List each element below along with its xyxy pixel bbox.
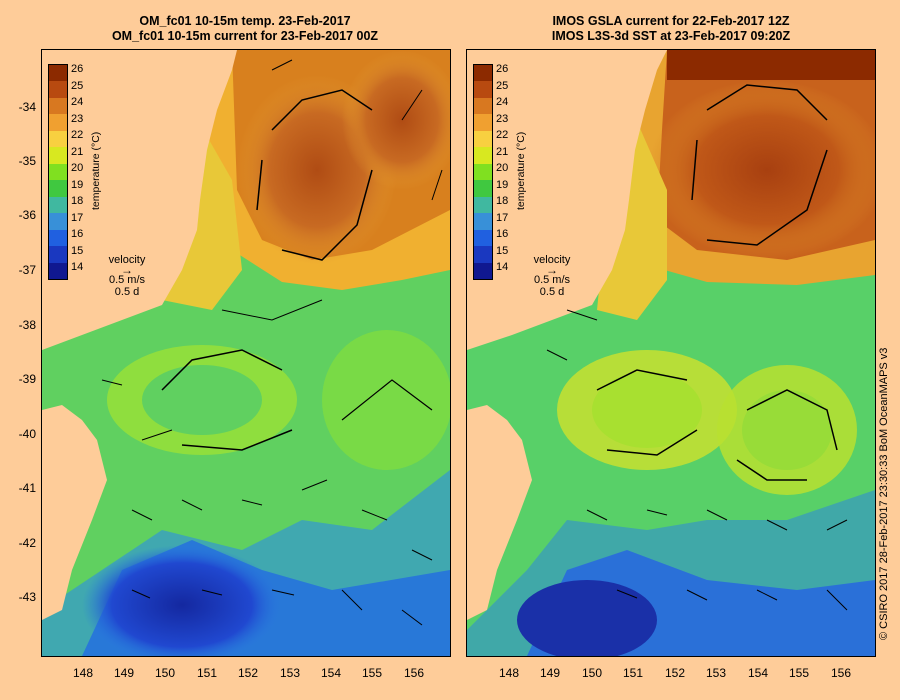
right-current-vectors xyxy=(546,84,848,611)
lat-tick: -35 xyxy=(18,154,36,168)
copyright-credit: © CSIRO 2017 28-Feb-2017 23:30:33 BoM Oc… xyxy=(878,347,890,640)
left-cb-tick-26: 26 xyxy=(71,63,84,75)
lat-tick: -39 xyxy=(18,372,36,386)
lat-tick: -34 xyxy=(18,100,36,114)
lat-tick: -37 xyxy=(18,263,36,277)
left-velocity-legend: velocity → 0.5 m/s 0.5 d xyxy=(92,254,162,298)
velocity-arrow-icon: → xyxy=(546,263,558,277)
lon-tick: 156 xyxy=(403,666,425,680)
left-map-field xyxy=(42,50,450,656)
right-title-line2: IMOS L3S-3d SST at 23-Feb-2017 09:20Z xyxy=(551,29,791,43)
left-cb-tick-19: 19 xyxy=(71,179,84,191)
right-cb-tick-24: 24 xyxy=(496,96,509,108)
right-cb-tick-17: 17 xyxy=(496,212,509,224)
lon-tick: 151 xyxy=(196,666,218,680)
left-velocity-speed: 0.5 m/s xyxy=(108,274,146,286)
right-cb-tick-23: 23 xyxy=(496,113,509,125)
lat-tick: -38 xyxy=(18,318,36,332)
left-velocity-label: velocity xyxy=(108,254,146,266)
left-cb-tick-20: 20 xyxy=(71,162,84,174)
lon-tick: 148 xyxy=(498,666,520,680)
lon-tick: 150 xyxy=(154,666,176,680)
left-title-line2: OM_fc01 10-15m current for 23-Feb-2017 0… xyxy=(111,29,379,43)
lon-tick: 153 xyxy=(279,666,301,680)
lon-tick: 155 xyxy=(788,666,810,680)
right-velocity-speed: 0.5 m/s xyxy=(533,274,571,286)
left-cb-tick-21: 21 xyxy=(71,146,84,158)
lat-tick: -40 xyxy=(18,427,36,441)
lon-tick: 154 xyxy=(320,666,342,680)
lon-tick: 153 xyxy=(705,666,727,680)
left-cb-tick-25: 25 xyxy=(71,80,84,92)
left-cb-tick-18: 18 xyxy=(71,195,84,207)
right-cb-tick-15: 15 xyxy=(496,245,509,257)
left-cb-tick-22: 22 xyxy=(71,129,84,141)
right-velocity-duration: 0.5 d xyxy=(539,286,565,298)
right-map-field xyxy=(467,50,875,656)
right-cb-tick-25: 25 xyxy=(496,80,509,92)
lon-tick: 156 xyxy=(830,666,852,680)
right-title-line1: IMOS GSLA current for 22-Feb-2017 12Z xyxy=(552,14,790,28)
right-velocity-legend: velocity → 0.5 m/s 0.5 d xyxy=(517,254,587,298)
left-colorbar xyxy=(48,64,68,280)
right-colorbar-title: temperature (°C) xyxy=(515,131,527,210)
right-cb-tick-19: 19 xyxy=(496,179,509,191)
left-velocity-duration: 0.5 d xyxy=(114,286,140,298)
lat-tick: -36 xyxy=(18,208,36,222)
lon-tick: 151 xyxy=(622,666,644,680)
left-title-line1: OM_fc01 10-15m temp. 23-Feb-2017 xyxy=(139,14,351,28)
lon-tick: 148 xyxy=(72,666,94,680)
right-cb-tick-18: 18 xyxy=(496,195,509,207)
left-map-panel: 26 25 24 23 22 21 20 19 18 17 16 15 14 t… xyxy=(41,49,451,657)
left-cb-tick-15: 15 xyxy=(71,245,84,257)
right-cb-tick-22: 22 xyxy=(496,129,509,141)
left-colorbar-title: temperature (°C) xyxy=(90,131,102,210)
left-cb-tick-14: 14 xyxy=(71,261,84,273)
right-panel-title: IMOS GSLA current for 22-Feb-2017 12Z IM… xyxy=(466,14,876,44)
velocity-arrow-icon: → xyxy=(121,263,133,277)
lon-tick: 149 xyxy=(539,666,561,680)
right-cb-tick-14: 14 xyxy=(496,261,509,273)
lat-tick: -43 xyxy=(18,590,36,604)
left-cb-tick-24: 24 xyxy=(71,96,84,108)
lon-tick: 152 xyxy=(664,666,686,680)
lon-tick: 154 xyxy=(747,666,769,680)
lat-tick: -41 xyxy=(18,481,36,495)
lon-tick: 149 xyxy=(113,666,135,680)
right-velocity-label: velocity xyxy=(533,254,571,266)
right-cb-tick-16: 16 xyxy=(496,228,509,240)
right-map-panel: 26 25 24 23 22 21 20 19 18 17 16 15 14 t… xyxy=(466,49,876,657)
right-cb-tick-20: 20 xyxy=(496,162,509,174)
left-panel-title: OM_fc01 10-15m temp. 23-Feb-2017 OM_fc01… xyxy=(40,14,450,44)
lon-tick: 152 xyxy=(237,666,259,680)
left-current-vectors xyxy=(101,59,443,626)
lat-tick: -42 xyxy=(18,536,36,550)
lon-tick: 155 xyxy=(361,666,383,680)
right-colorbar xyxy=(473,64,493,280)
right-cb-tick-26: 26 xyxy=(496,63,509,75)
left-cb-tick-23: 23 xyxy=(71,113,84,125)
right-cb-tick-21: 21 xyxy=(496,146,509,158)
left-cb-tick-17: 17 xyxy=(71,212,84,224)
lon-tick: 150 xyxy=(581,666,603,680)
left-cb-tick-16: 16 xyxy=(71,228,84,240)
